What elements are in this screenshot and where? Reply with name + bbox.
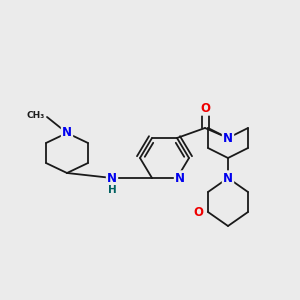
Text: H: H <box>108 185 116 195</box>
Text: N: N <box>175 172 185 184</box>
Text: N: N <box>223 172 233 184</box>
Text: O: O <box>200 101 210 115</box>
Text: N: N <box>107 172 117 184</box>
Text: O: O <box>193 206 203 218</box>
Text: N: N <box>223 131 233 145</box>
Text: N: N <box>62 127 72 140</box>
Text: CH₃: CH₃ <box>27 110 45 119</box>
